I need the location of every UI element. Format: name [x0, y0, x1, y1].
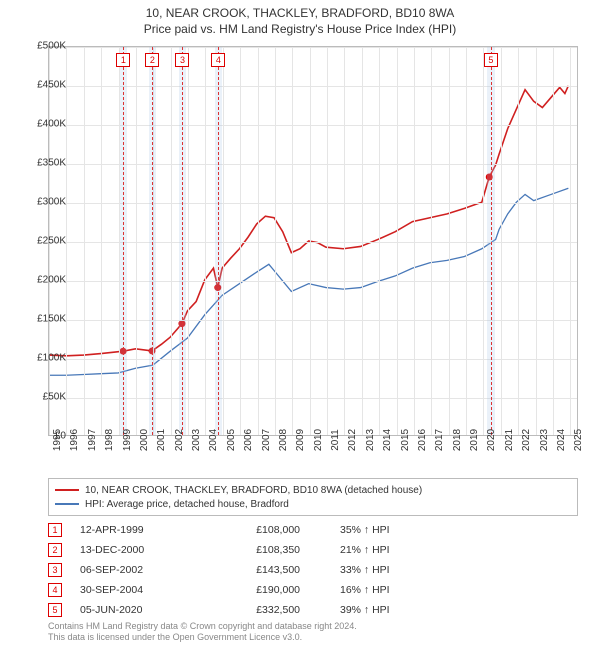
- sale-price: £332,500: [220, 604, 340, 616]
- x-axis-label: 2023: [539, 429, 550, 451]
- y-axis-label: £100K: [20, 353, 66, 364]
- y-axis-label: £200K: [20, 275, 66, 286]
- sale-diff: 39% ↑ HPI: [340, 604, 578, 616]
- sale-marker-line: [491, 47, 492, 435]
- x-axis-label: 2002: [174, 429, 185, 451]
- sale-price: £108,350: [220, 544, 340, 556]
- sale-diff: 35% ↑ HPI: [340, 524, 578, 536]
- legend-label-hpi: HPI: Average price, detached house, Brad…: [85, 499, 289, 510]
- x-axis-label: 1999: [122, 429, 133, 451]
- sale-num: 1: [48, 523, 62, 537]
- y-axis-label: £350K: [20, 158, 66, 169]
- sale-price: £190,000: [220, 584, 340, 596]
- y-axis-label: £50K: [20, 392, 66, 403]
- x-axis-label: 2004: [208, 429, 219, 451]
- sale-row: 4 30-SEP-2004£190,00016% ↑ HPI: [48, 580, 578, 600]
- x-axis-label: 2025: [573, 429, 584, 451]
- sale-date: 05-JUN-2020: [80, 604, 220, 616]
- x-axis-label: 2015: [400, 429, 411, 451]
- x-axis-label: 2014: [382, 429, 393, 451]
- x-axis-label: 2011: [330, 429, 341, 451]
- sale-price: £108,000: [220, 524, 340, 536]
- legend-row-hpi: HPI: Average price, detached house, Brad…: [55, 497, 571, 511]
- sale-diff: 16% ↑ HPI: [340, 584, 578, 596]
- sale-row: 3 06-SEP-2002£143,50033% ↑ HPI: [48, 560, 578, 580]
- title-address: 10, NEAR CROOK, THACKLEY, BRADFORD, BD10…: [0, 6, 600, 20]
- x-axis-label: 2024: [556, 429, 567, 451]
- x-axis-label: 2012: [347, 429, 358, 451]
- x-axis-label: 2017: [434, 429, 445, 451]
- sale-marker-box: 3: [175, 53, 189, 67]
- plot-area: 1 2 3 4 5: [48, 46, 578, 436]
- sale-marker-line: [152, 47, 153, 435]
- x-axis-label: 2019: [469, 429, 480, 451]
- sale-date: 13-DEC-2000: [80, 544, 220, 556]
- x-axis-label: 2018: [452, 429, 463, 451]
- y-axis-label: £450K: [20, 80, 66, 91]
- footer-line2: This data is licensed under the Open Gov…: [48, 632, 578, 644]
- x-axis-label: 2005: [226, 429, 237, 451]
- x-axis-label: 2007: [261, 429, 272, 451]
- sale-num: 2: [48, 543, 62, 557]
- sale-marker-box: 1: [116, 53, 130, 67]
- sale-diff: 33% ↑ HPI: [340, 564, 578, 576]
- x-axis-label: 2003: [191, 429, 202, 451]
- y-axis-label: £150K: [20, 314, 66, 325]
- sales-table: 1 12-APR-1999£108,00035% ↑ HPI 2 13-DEC-200…: [48, 520, 578, 620]
- sale-date: 12-APR-1999: [80, 524, 220, 536]
- sale-marker-box: 5: [484, 53, 498, 67]
- y-axis-label: £300K: [20, 197, 66, 208]
- legend: 10, NEAR CROOK, THACKLEY, BRADFORD, BD10…: [48, 478, 578, 516]
- x-axis-label: 2021: [504, 429, 515, 451]
- sale-row: 2 13-DEC-2000£108,35021% ↑ HPI: [48, 540, 578, 560]
- chart-svg: [49, 47, 577, 435]
- x-axis-label: 2000: [139, 429, 150, 451]
- sale-price: £143,500: [220, 564, 340, 576]
- sale-marker-line: [218, 47, 219, 435]
- x-axis-label: 2010: [313, 429, 324, 451]
- sale-date: 06-SEP-2002: [80, 564, 220, 576]
- sale-marker-line: [123, 47, 124, 435]
- footer-line1: Contains HM Land Registry data © Crown c…: [48, 621, 578, 633]
- x-axis-label: 2016: [417, 429, 428, 451]
- x-axis-label: 2013: [365, 429, 376, 451]
- sale-marker-box: 2: [145, 53, 159, 67]
- footer: Contains HM Land Registry data © Crown c…: [48, 621, 578, 644]
- legend-swatch-property: [55, 489, 79, 491]
- sale-diff: 21% ↑ HPI: [340, 544, 578, 556]
- titles: 10, NEAR CROOK, THACKLEY, BRADFORD, BD10…: [0, 0, 600, 36]
- sale-marker-line: [182, 47, 183, 435]
- sale-row: 1 12-APR-1999£108,00035% ↑ HPI: [48, 520, 578, 540]
- x-axis-label: 1996: [69, 429, 80, 451]
- sale-num: 5: [48, 603, 62, 617]
- y-axis-label: £250K: [20, 236, 66, 247]
- x-axis-label: 1997: [87, 429, 98, 451]
- sale-row: 5 05-JUN-2020£332,50039% ↑ HPI: [48, 600, 578, 620]
- chart-container: 10, NEAR CROOK, THACKLEY, BRADFORD, BD10…: [0, 0, 600, 650]
- x-axis-label: 2009: [295, 429, 306, 451]
- title-subtitle: Price paid vs. HM Land Registry's House …: [0, 22, 600, 36]
- y-axis-label: £500K: [20, 41, 66, 52]
- x-axis-label: 2006: [243, 429, 254, 451]
- sale-num: 3: [48, 563, 62, 577]
- sale-marker-box: 4: [211, 53, 225, 67]
- x-axis-label: 1995: [52, 429, 63, 451]
- legend-label-property: 10, NEAR CROOK, THACKLEY, BRADFORD, BD10…: [85, 485, 422, 496]
- sale-date: 30-SEP-2004: [80, 584, 220, 596]
- legend-row-property: 10, NEAR CROOK, THACKLEY, BRADFORD, BD10…: [55, 483, 571, 497]
- x-axis-label: 2001: [156, 429, 167, 451]
- x-axis-label: 1998: [104, 429, 115, 451]
- x-axis-label: 2022: [521, 429, 532, 451]
- legend-swatch-hpi: [55, 503, 79, 505]
- y-axis-label: £400K: [20, 119, 66, 130]
- sale-num: 4: [48, 583, 62, 597]
- x-axis-label: 2020: [486, 429, 497, 451]
- x-axis-label: 2008: [278, 429, 289, 451]
